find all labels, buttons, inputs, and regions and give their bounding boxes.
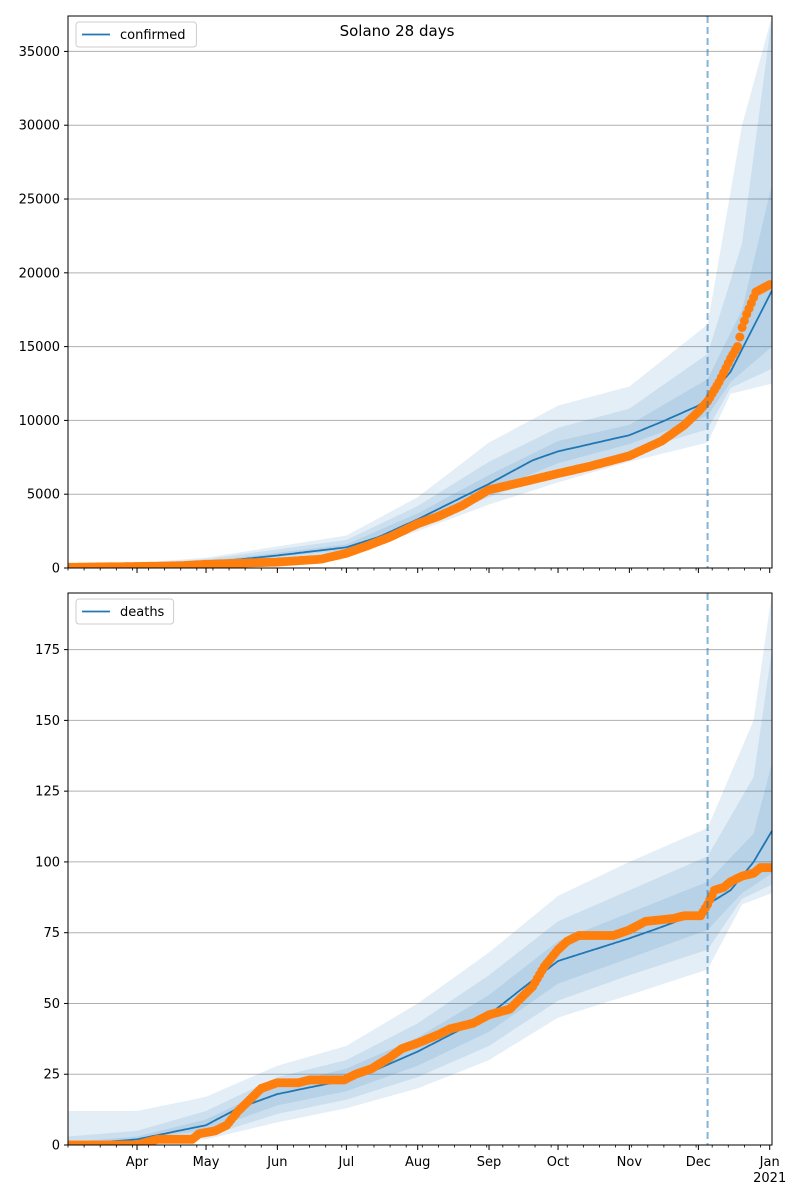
x-tick-label: May [193,1155,220,1170]
y-tick-label: 25 [43,1068,60,1083]
y-tick-label: 50 [43,997,60,1012]
uncertainty-band [68,762,772,1145]
model-line [68,830,772,1145]
deaths-panel: 0 25 50 75 100 125 150 175 Apr May Jun Jul Aug Sep Oct… [35,592,786,1186]
legend: confirmed [75,21,197,48]
y-tick-label: 30000 [19,119,60,134]
legend-label: confirmed [120,28,186,43]
axes-frame [67,592,773,1146]
observed-point [735,332,745,342]
legend-box [75,21,197,48]
uncertainty-band [68,16,772,568]
y-tick-label: 20000 [19,266,60,281]
y-tick-label: 35000 [19,45,60,60]
legend-box [75,598,175,625]
uncertainty-band [68,649,772,1145]
y-tick-label: 15000 [19,340,60,355]
y-tick-label: 175 [35,643,60,658]
observed-point [765,280,772,290]
x-tick-label: Jun [266,1155,287,1170]
x-tick-label: Jul [338,1155,355,1170]
x-tick-label: Apr [126,1155,149,1170]
y-tick-label: 150 [35,714,60,729]
legend: deaths [75,598,175,625]
y-tick-label: 125 [35,785,60,800]
chart-title: Solano 28 days [340,22,455,40]
y-tick-label: 10000 [19,414,60,429]
confirmed-panel: 0 5000 10000 15000 20000 25000 30000 35000 confi… [19,15,773,577]
x-tick-label: Jan [759,1155,780,1170]
x-tick-label: Aug [405,1155,430,1170]
y-tick-label: 5000 [27,488,60,503]
x-tick-label: Nov [617,1155,643,1170]
y-tick-label: 0 [52,1139,60,1154]
observed-point [767,863,772,873]
y-tick-label: 0 [52,562,60,577]
x-tick-label: Oct [547,1155,569,1170]
x-tick-label: Sep [477,1155,502,1170]
x-year-label: 2021 [753,1171,786,1186]
plot-area [68,593,772,1145]
axes-frame [67,15,773,569]
y-tick-label: 25000 [19,193,60,208]
x-tick-label: Dec [686,1155,711,1170]
uncertainty-band [68,16,772,568]
legend-label: deaths [120,605,165,620]
observed-point [733,342,742,352]
y-tick-label: 75 [43,926,60,941]
y-tick-label: 100 [35,855,60,870]
uncertainty-band [68,593,772,1145]
plot-area [68,16,772,568]
